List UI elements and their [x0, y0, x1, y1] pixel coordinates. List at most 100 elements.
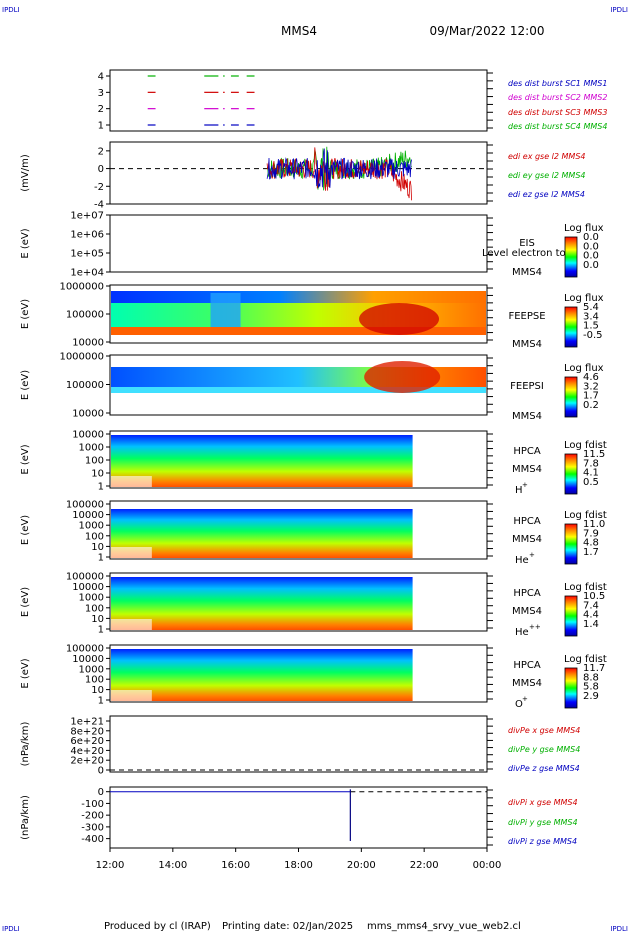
hpca_he-ytick-label: 100000: [66, 500, 104, 511]
feepse-low-energy-band: [111, 327, 486, 335]
hpca_he-ylabel: E (eV): [20, 515, 31, 545]
hpca_o-spacecraft-label: MMS4: [512, 678, 542, 689]
hpca_h-ytick-label: 10: [91, 469, 104, 480]
hpca_o-colorbar-tick: 5.8: [583, 682, 599, 693]
edi-ytick-label: -4: [94, 200, 104, 211]
eis-frame: [109, 214, 488, 273]
hpca_o-instrument-label: HPCA: [513, 660, 541, 671]
hpca_h-colorbar-tick: 11.5: [583, 449, 605, 460]
hpca_he-colorbar-tick: 11.0: [583, 519, 605, 530]
hpca_hepp-ytick-label: 10000: [72, 582, 104, 593]
divpe-legend-entry: divPe x gse MMS4: [508, 726, 580, 735]
eis-ytick-label: 1e+05: [70, 249, 104, 260]
hpca_h-charge-label: +: [522, 481, 528, 489]
footer-producer: Produced by cl (IRAP): [104, 921, 211, 932]
hpca_he-spacecraft-label: MMS4: [512, 534, 542, 545]
start-datetime: 09/Mar/2022 12:00: [430, 24, 545, 38]
hpca_o-ylabel: E (eV): [20, 658, 31, 688]
eis-colorbar-tick: 0.0: [583, 260, 599, 271]
hpca_he-colorbar-title: Log fdist: [564, 510, 607, 521]
hpca_he-frame: [109, 500, 488, 560]
divpe-legend-entry: divPe z gse MMS4: [508, 764, 580, 773]
eis-spacecraft-label: MMS4: [512, 267, 542, 278]
hpca_hepp-colorbar-tick: 4.4: [583, 610, 599, 621]
hpca_hepp-sparse-region: [111, 619, 152, 630]
x-axis-tick-label: 20:00: [347, 860, 376, 871]
hpca_he-charge-label: +: [529, 551, 535, 559]
hpca_o-spectrogram: [111, 649, 413, 701]
hpca_o-colorbar-tick: 11.7: [583, 663, 605, 674]
x-axis-tick-label: 18:00: [284, 860, 313, 871]
feepsi-spacecraft-label: MMS4: [512, 411, 542, 422]
burst-ytick-label: 1: [98, 121, 104, 132]
edi-ylabel: (mV/m): [20, 154, 31, 192]
edi-legend-entry: edi ez gse l2 MMS4: [508, 190, 585, 199]
hpca_o-charge-label: +: [522, 695, 528, 703]
hpca_hepp-species-label: He: [515, 627, 529, 638]
corner-label-bottom-right: IPDLI: [610, 925, 628, 933]
feepse-colorbar-tick: -0.5: [583, 330, 603, 341]
edi-ytick-label: 0: [98, 164, 104, 175]
hpca_o-colorbar-tick: 8.8: [583, 672, 599, 683]
feepsi-low-band: [111, 387, 486, 393]
hpca_hepp-instrument-label: HPCA: [513, 588, 541, 599]
eis-ytick-label: 1e+07: [70, 211, 104, 222]
x-axis-tick-label: 16:00: [221, 860, 250, 871]
hpca_hepp-ylabel: E (eV): [20, 587, 31, 617]
feepse-colorbar: [564, 306, 578, 348]
spacecraft-title: MMS4: [281, 24, 317, 38]
feepse-colorbar-tick: 1.5: [583, 321, 599, 332]
hpca_he-species-label: He: [515, 555, 529, 566]
hpca_hepp-charge-label: ++: [529, 623, 541, 631]
feepse-instrument-label: FEEPSE: [508, 311, 545, 322]
hpca_hepp-colorbar: [564, 595, 578, 637]
feepsi-colorbar: [564, 376, 578, 418]
feepsi-ylabel: E (eV): [20, 370, 31, 400]
hpca_h-spectrogram: [111, 435, 413, 487]
feepse-high-energy-band: [111, 291, 486, 303]
feepsi-colorbar-tick: 4.6: [583, 372, 599, 383]
hpca_hepp-ytick-label: 1000: [79, 593, 104, 604]
feepse-ytick-label: 100000: [66, 310, 104, 321]
hpca_he-colorbar: [564, 523, 578, 565]
hpca_h-species-label: H: [515, 485, 523, 496]
divpe-ytick-label: 8e+20: [70, 726, 104, 737]
divpe-ytick-label: 6e+20: [70, 736, 104, 747]
feepsi-ytick-label: 1000000: [59, 352, 104, 363]
eis-colorbar-title: Log flux: [564, 223, 604, 234]
burst-ytick-label: 4: [98, 72, 104, 83]
hpca_he-ytick-label: 1000: [79, 521, 104, 532]
hpca_o-ytick-label: 100000: [66, 644, 104, 655]
hpca_hepp-ytick-label: 1: [98, 625, 104, 636]
x-axis-tick-label: 22:00: [410, 860, 439, 871]
divpi-legend-entry: divPi z gse MMS4: [508, 837, 577, 846]
hpca_o-species-label: O: [515, 699, 523, 710]
feepsi-hot-region: [364, 361, 441, 393]
feepsi-instrument-label: FEEPSI: [510, 381, 544, 392]
hpca_he-sparse-region: [111, 547, 152, 558]
hpca_hepp-colorbar-tick: 1.4: [583, 619, 599, 630]
feepse-hot-region: [359, 303, 440, 335]
divpe-ytick-label: 1e+21: [70, 717, 104, 728]
hpca_h-instrument-label: HPCA: [513, 446, 541, 457]
hpca_hepp-ytick-label: 100: [85, 603, 104, 614]
feepsi-colorbar-title: Log flux: [564, 363, 604, 374]
hpca_o-ytick-label: 10000: [72, 654, 104, 665]
divpe-legend-entry: divPe y gse MMS4: [508, 745, 580, 754]
eis-colorbar-tick: 0.0: [583, 232, 599, 243]
hpca_o-colorbar-tick: 2.9: [583, 691, 599, 702]
hpca_h-ytick-label: 10000: [72, 430, 104, 441]
hpca_h-sparse-region: [111, 476, 152, 487]
hpca_o-ytick-label: 1: [98, 696, 104, 707]
divpi-legend-entry: divPi x gse MMS4: [508, 798, 578, 807]
eis-ylabel: E (eV): [20, 228, 31, 258]
x-axis-tick-label: 00:00: [473, 860, 502, 871]
divpe-ytick-label: 2e+20: [70, 756, 104, 767]
hpca_o-sparse-region: [111, 690, 152, 701]
hpca_h-colorbar: [564, 453, 578, 495]
hpca_he-ytick-label: 1: [98, 553, 104, 564]
hpca_h-spacecraft-label: MMS4: [512, 464, 542, 475]
divpi-ylabel: (nPa/km): [20, 795, 31, 840]
hpca_o-ytick-label: 1000: [79, 664, 104, 675]
